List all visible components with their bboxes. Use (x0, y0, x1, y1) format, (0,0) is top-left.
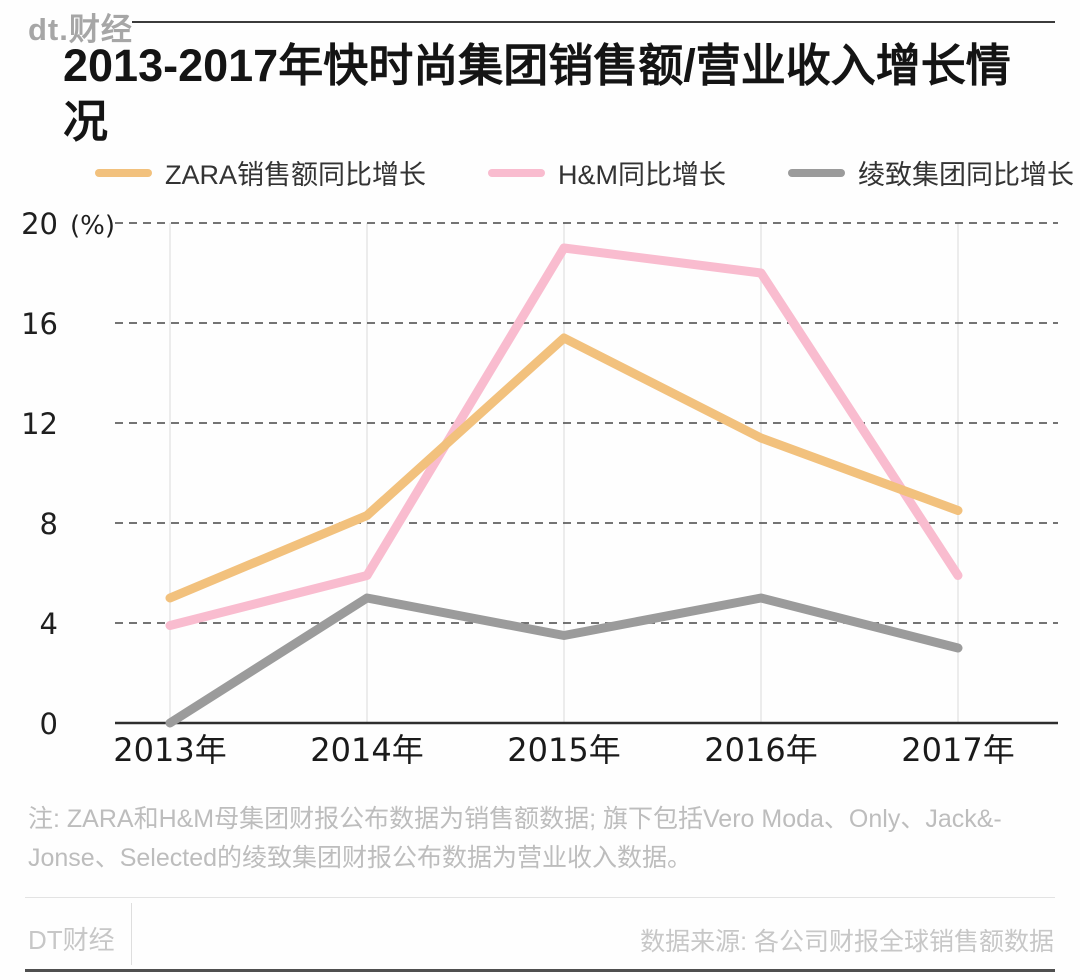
y-tick-label: 16 (21, 307, 58, 341)
legend-label: 绫致集团同比增长 (858, 160, 1075, 190)
legend-item-2: 绫致集团同比增长 (788, 153, 1074, 192)
logo-dt-mark: dt. (28, 12, 69, 47)
header-divider-line (132, 21, 1055, 23)
y-tick-label: 12 (21, 407, 58, 441)
line-chart-svg: 0 4 8 12 16 20 (%) 2013年 2014年 2015年 2016年 2017年 (21, 207, 1058, 769)
footer-top-divider (25, 897, 1055, 898)
legend-label: ZARA销售额同比增长 (165, 160, 427, 190)
footnote-line-1: 注: ZARA和H&M母集团财报公布数据为销售额数据; 旗下包括Vero Mod… (28, 805, 1002, 833)
x-tick-label: 2014年 (310, 731, 423, 769)
x-tick-label: 2017年 (901, 731, 1014, 769)
y-tick-label: 20 (21, 207, 58, 241)
x-tick-label: 2013年 (113, 731, 226, 769)
y-tick-label: 0 (40, 707, 58, 741)
y-tick-label: 8 (40, 507, 58, 541)
data-source: 数据来源: 各公司财报全球销售额数据 (640, 928, 1054, 956)
series-line-0 (165, 333, 963, 603)
line-chart: 0 4 8 12 16 20 (%) 2013年 2014年 2015年 2016年 2017年 (0, 180, 1080, 780)
chart-title: 2013-2017年快时尚集团销售额/营业收入增长情况 (63, 40, 1011, 148)
y-axis-unit-label: (%) (70, 211, 115, 241)
x-tick-label: 2016年 (704, 731, 817, 769)
y-tick-label: 4 (40, 607, 58, 641)
footer-brand: DT财经 (28, 925, 115, 955)
footnote-line-2: Jonse、Selected的绫致集团财报公布数据为营业收入数据。 (28, 844, 693, 872)
legend-swatch-icon (788, 168, 846, 177)
legend-item-1: H&M同比增长 (488, 153, 726, 192)
chart-legend: ZARA销售额同比增长 H&M同比增长 绫致集团同比增长 (95, 153, 1074, 192)
legend-swatch-icon (95, 168, 152, 177)
legend-swatch-icon (488, 168, 546, 177)
series-line-2 (165, 593, 963, 728)
footnote: 注: ZARA和H&M母集团财报公布数据为销售额数据; 旗下包括Vero Mod… (28, 800, 1052, 878)
bottom-rule (25, 969, 1055, 972)
x-tick-label: 2015年 (507, 731, 620, 769)
series-line-1 (165, 243, 963, 630)
logo-cn-text: 财经 (68, 12, 133, 47)
legend-item-0: ZARA销售额同比增长 (95, 153, 426, 192)
footer-vertical-divider (131, 903, 132, 965)
dt-finance-logo: dt.财经 (28, 4, 133, 49)
legend-label: H&M同比增长 (558, 160, 727, 190)
